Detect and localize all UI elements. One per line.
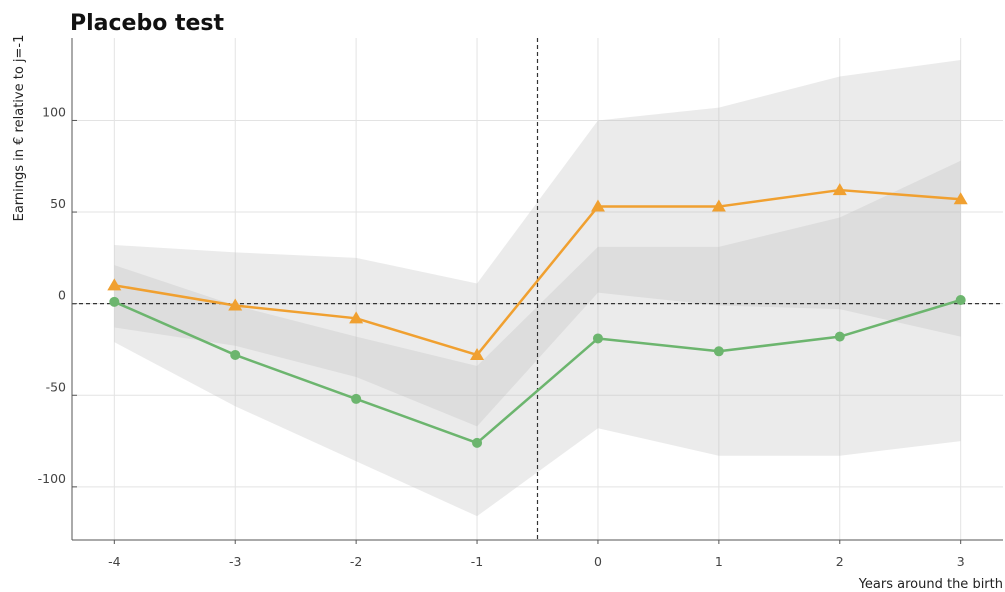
data-point-triangle <box>711 199 726 212</box>
y-tick-label: -100 <box>38 471 66 486</box>
x-tick-label: 1 <box>715 554 723 569</box>
data-point-circle <box>230 349 241 360</box>
x-tick-label: -2 <box>350 554 362 569</box>
data-point-triangle <box>590 199 605 212</box>
data-point-circle <box>592 333 603 344</box>
data-point-triangle <box>228 298 243 311</box>
x-tick-label: 2 <box>836 554 844 569</box>
x-tick-label: 3 <box>957 554 965 569</box>
data-point-circle <box>713 346 724 357</box>
y-axis-label: Earnings in € relative to j=-1 <box>12 35 27 222</box>
data-point-circle <box>351 393 362 404</box>
x-tick-label: -3 <box>229 554 241 569</box>
data-point-circle <box>109 296 120 307</box>
x-tick-label: -4 <box>108 554 121 569</box>
confidence-band <box>114 160 961 517</box>
data-point-triangle <box>953 192 968 205</box>
x-tick-label: -1 <box>471 554 483 569</box>
tick-labels: -4 -3 -2 -1 0 1 2 3 -100 -50 0 50 100 <box>38 104 965 569</box>
y-tick-label: 0 <box>58 288 66 303</box>
data-point-triangle <box>349 311 364 324</box>
chart-title: Placebo test <box>70 11 225 36</box>
series-line <box>114 188 961 357</box>
series-line <box>113 298 962 445</box>
y-tick-label: 50 <box>50 196 66 211</box>
data-point-triangle <box>470 347 485 360</box>
y-tick-label: -50 <box>46 379 66 394</box>
axes <box>71 38 1003 544</box>
data-point-circle <box>834 331 845 342</box>
data-point-circle <box>955 294 966 305</box>
data-point-triangle <box>832 183 847 196</box>
series-lines <box>113 188 962 445</box>
x-tick-label: 0 <box>594 554 602 569</box>
data-point-circle <box>472 437 483 448</box>
series-markers <box>107 183 968 448</box>
data-point-triangle <box>107 278 122 291</box>
y-tick-label: 100 <box>42 104 66 119</box>
x-axis-label: Years around the birth <box>858 577 1003 592</box>
